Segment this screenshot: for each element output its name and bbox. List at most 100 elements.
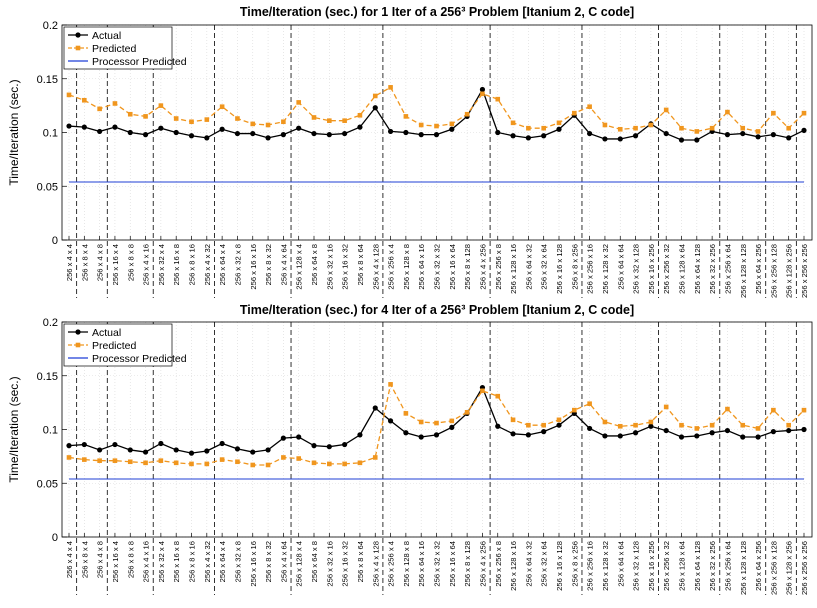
data-point bbox=[342, 461, 347, 467]
data-point bbox=[189, 119, 194, 125]
data-point bbox=[433, 432, 440, 438]
data-point bbox=[740, 422, 746, 428]
data-point bbox=[127, 447, 133, 453]
data-point bbox=[372, 405, 378, 411]
data-point bbox=[663, 130, 669, 137]
data-point bbox=[449, 424, 455, 430]
data-point bbox=[112, 458, 118, 463]
legend-label: Predicted bbox=[92, 340, 137, 352]
data-point bbox=[403, 430, 409, 436]
x-tick-label: 256 x 4 x 256 bbox=[478, 244, 487, 290]
data-point bbox=[342, 441, 348, 448]
data-point bbox=[510, 417, 516, 423]
data-point bbox=[418, 419, 424, 425]
data-point bbox=[479, 86, 486, 93]
x-tick-label: 256 x 128 x 64 bbox=[678, 244, 687, 294]
data-point bbox=[97, 106, 102, 112]
x-tick-label: 256 x 128 x 256 bbox=[785, 244, 794, 298]
x-tick-label: 256 x 64 x 256 bbox=[754, 541, 763, 591]
data-point bbox=[801, 407, 807, 413]
x-tick-label: 256 x 8 x 32 bbox=[264, 541, 273, 582]
x-tick-label: 256 x 4 x 64 bbox=[279, 244, 288, 285]
data-point bbox=[342, 130, 348, 137]
legend-marker bbox=[75, 32, 81, 38]
x-tick-label: 256 x 64 x 8 bbox=[310, 541, 319, 582]
chart-title: Time/Iteration (sec.) for 1 Iter of a 25… bbox=[240, 5, 634, 19]
data-point bbox=[541, 125, 546, 131]
data-point bbox=[633, 422, 638, 428]
data-point bbox=[82, 97, 87, 103]
x-tick-label: 256 x 4 x 8 bbox=[96, 541, 105, 578]
x-tick-label: 256 x 16 x 256 bbox=[647, 541, 656, 591]
data-point bbox=[97, 447, 103, 453]
x-tick-label: 256 x 64 x 4 bbox=[218, 244, 227, 285]
data-point bbox=[281, 455, 286, 460]
data-point bbox=[311, 460, 317, 466]
x-tick-label: 256 x 256 x 4 bbox=[387, 541, 396, 587]
data-point bbox=[189, 461, 194, 467]
data-point bbox=[709, 125, 715, 131]
x-tick-label: 256 x 32 x 16 bbox=[325, 244, 334, 290]
x-tick-label: 256 x 8 x 256 bbox=[570, 541, 579, 587]
data-point bbox=[480, 388, 485, 394]
y-tick-label: 0 bbox=[52, 235, 58, 247]
data-point bbox=[770, 429, 776, 435]
x-tick-label: 256 x 16 x 256 bbox=[647, 244, 656, 294]
x-tick-label: 256 x 256 x 16 bbox=[586, 244, 595, 294]
x-tick-label: 256 x 32 x 128 bbox=[632, 244, 641, 294]
x-tick-label: 256 x 4 x 32 bbox=[203, 244, 212, 285]
data-point bbox=[250, 130, 256, 137]
x-tick-label: 256 x 32 x 8 bbox=[233, 244, 242, 285]
data-point bbox=[433, 132, 440, 138]
data-point bbox=[158, 458, 164, 463]
data-point bbox=[556, 417, 562, 423]
axes-frame bbox=[61, 24, 813, 241]
data-point bbox=[311, 115, 317, 120]
data-point bbox=[66, 443, 72, 449]
x-tick-label: 256 x 128 x 64 bbox=[678, 541, 687, 591]
data-point bbox=[250, 449, 256, 455]
data-point bbox=[387, 418, 394, 424]
x-tick-label: 256 x 256 x 4 bbox=[387, 244, 396, 290]
data-point bbox=[234, 130, 241, 137]
data-point bbox=[281, 119, 286, 125]
data-point bbox=[480, 91, 485, 97]
x-tick-label: 256 x 16 x 64 bbox=[448, 541, 457, 587]
x-tick-label: 256 x 256 x 8 bbox=[494, 244, 503, 290]
data-point bbox=[219, 104, 225, 109]
x-tick-label: 256 x 16 x 4 bbox=[111, 541, 120, 582]
data-point bbox=[587, 425, 593, 432]
x-tick-label: 256 x 4 x 128 bbox=[371, 541, 380, 587]
x-tick-label: 256 x 32 x 128 bbox=[632, 541, 641, 591]
x-tick-label: 256 x 32 x 256 bbox=[708, 244, 717, 294]
data-point bbox=[326, 444, 332, 450]
data-point bbox=[556, 126, 562, 132]
data-point bbox=[694, 137, 700, 143]
data-point bbox=[234, 446, 241, 452]
data-point bbox=[724, 427, 731, 434]
data-point bbox=[678, 137, 685, 143]
x-tick-label: 256 x 8 x 64 bbox=[356, 541, 365, 582]
data-point bbox=[679, 422, 684, 428]
x-tick-label: 256 x 256 x 64 bbox=[723, 244, 732, 294]
y-tick-label: 0.2 bbox=[43, 20, 58, 32]
x-tick-label: 256 x 16 x 4 bbox=[111, 244, 120, 285]
x-tick-label: 256 x 256 x 16 bbox=[586, 541, 595, 591]
data-point bbox=[510, 120, 516, 126]
y-tick-label: 0.15 bbox=[37, 371, 58, 383]
data-point bbox=[633, 125, 638, 131]
data-point bbox=[617, 136, 623, 142]
x-tick-label: 256 x 4 x 16 bbox=[142, 244, 151, 285]
data-point bbox=[541, 429, 547, 435]
data-point bbox=[786, 422, 791, 428]
legend-marker bbox=[75, 329, 81, 335]
data-point bbox=[587, 130, 593, 137]
data-point bbox=[204, 117, 210, 122]
data-point bbox=[296, 456, 301, 461]
data-point bbox=[173, 460, 179, 466]
x-tick-label: 256 x 128 x 4 bbox=[295, 244, 304, 290]
data-point bbox=[112, 101, 118, 106]
x-tick-label: 256 x 4 x 4 bbox=[65, 244, 74, 281]
x-tick-label: 256 x 32 x 4 bbox=[157, 244, 166, 285]
